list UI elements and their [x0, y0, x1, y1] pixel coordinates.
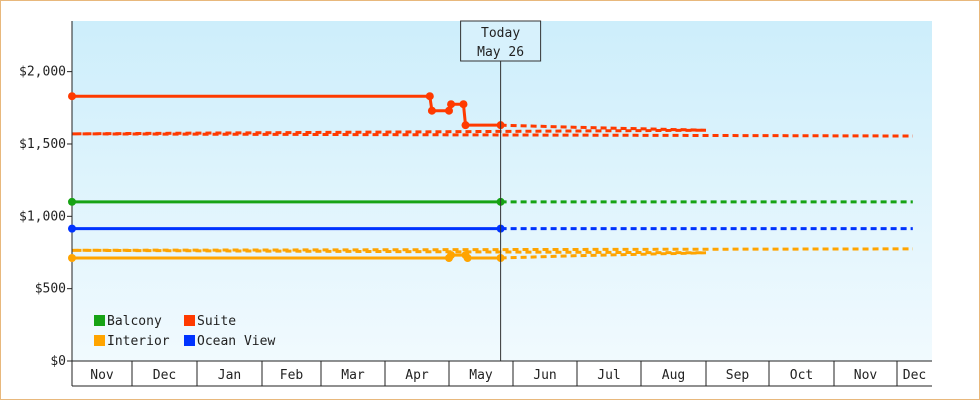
month-label: Nov [854, 368, 878, 383]
legend-swatch [184, 335, 195, 346]
series-line-interior [72, 253, 501, 260]
y-tick-label: $1,000 [19, 209, 66, 224]
forecast-line-interior [71, 247, 913, 260]
legend-label: Ocean View [197, 334, 275, 349]
data-point-suite [459, 100, 468, 109]
data-point-interior [68, 253, 76, 262]
today-box [460, 20, 542, 62]
y-tick-label: $1,500 [19, 137, 66, 152]
y-tick-label: $0 [50, 354, 66, 369]
forecast-line-suite [71, 123, 913, 138]
data-point-suite [425, 92, 434, 101]
data-point-suite [427, 106, 436, 115]
month-label: Mar [341, 368, 365, 383]
data-point-balcony [68, 197, 76, 206]
y-tick-label: $2,000 [19, 65, 66, 80]
month-label: Jul [597, 368, 620, 383]
data-point-suite [68, 92, 76, 101]
data-point-ocean-view [68, 224, 76, 233]
month-label: May [469, 368, 493, 383]
month-label: Jan [218, 368, 241, 383]
data-point-suite [447, 100, 456, 109]
month-label: Feb [280, 368, 304, 383]
data-point-suite [445, 106, 453, 115]
month-label: Apr [405, 368, 429, 383]
month-label: Aug [662, 368, 685, 383]
legend-swatch [94, 335, 105, 346]
legend-swatch [94, 315, 105, 326]
month-label: Dec [153, 368, 176, 383]
data-point-suite [461, 121, 470, 130]
month-label: Oct [790, 368, 813, 383]
month-label: Sep [726, 368, 750, 383]
y-tick-label: $500 [35, 282, 66, 297]
month-label: Nov [90, 368, 114, 383]
legend-label: Balcony [107, 314, 162, 329]
plot-background [72, 21, 932, 361]
today-label: Today [481, 26, 520, 41]
legend-label: Interior [107, 334, 170, 349]
legend-label: Suite [197, 314, 236, 329]
today-date-label: May 26 [477, 45, 524, 60]
month-label: Dec [903, 368, 926, 383]
data-point-interior [463, 253, 472, 262]
legend-swatch [184, 315, 195, 326]
month-label: Jun [533, 368, 556, 383]
